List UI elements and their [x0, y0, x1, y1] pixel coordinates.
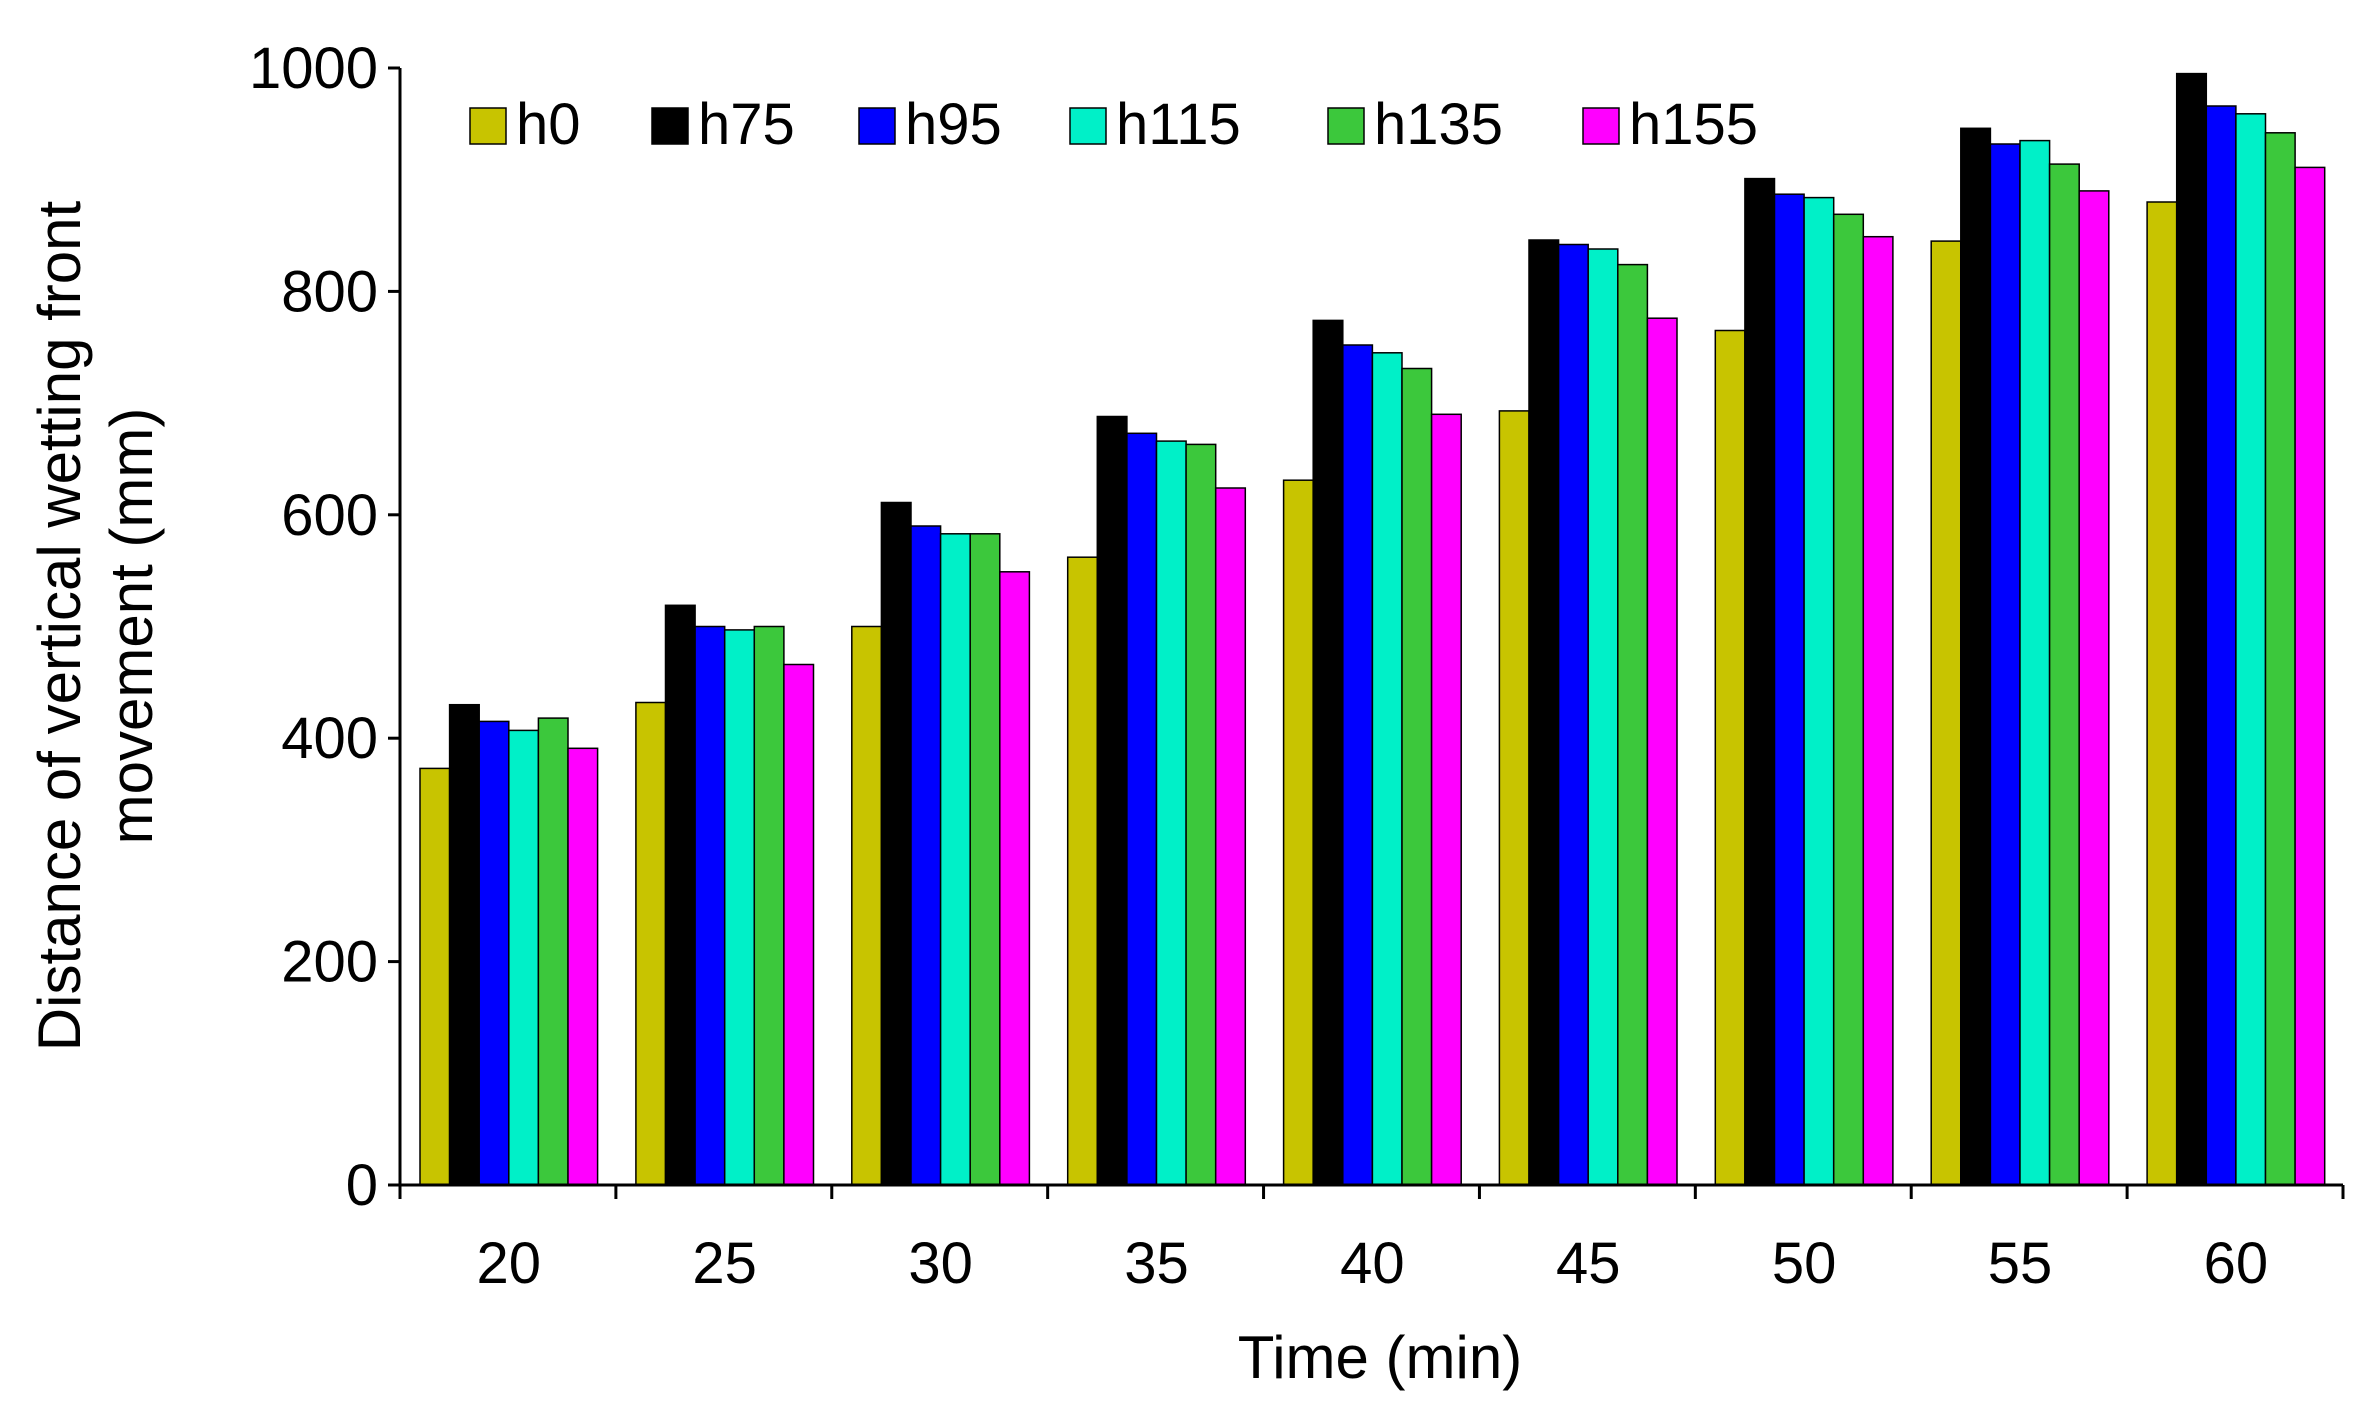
- axes-group: [398, 68, 2343, 1187]
- bar-h0-20: [419, 767, 451, 1186]
- bar-h115-20: [508, 729, 540, 1186]
- bar-h75-50: [1744, 177, 1776, 1186]
- legend-swatch-h75: [651, 107, 689, 145]
- legend-label-h95: h95: [905, 92, 1002, 157]
- legend-label-h0: h0: [516, 92, 581, 157]
- x-tick-label: 50: [1772, 1231, 1837, 1296]
- bar-h75-25: [664, 604, 696, 1186]
- bar-h135-35: [1185, 443, 1217, 1186]
- y-axis-title-line-2: movement (mm): [98, 408, 165, 845]
- bar-h0-35: [1066, 556, 1099, 1186]
- bar-h95-50: [1773, 193, 1805, 1186]
- legend-label-h75: h75: [698, 92, 795, 157]
- bar-h135-25: [753, 625, 785, 1186]
- bar-h75-55: [1960, 127, 1992, 1186]
- bar-h135-45: [1617, 263, 1649, 1186]
- x-tick-label: 30: [908, 1231, 973, 1296]
- bar-h155-25: [783, 663, 815, 1186]
- bar-h155-45: [1646, 317, 1678, 1186]
- y-tick-label: 200: [281, 930, 378, 995]
- bar-h155-30: [999, 571, 1031, 1186]
- y-axis-title-line-1: Distance of vertical wetting front: [26, 200, 93, 1051]
- bar-h0-40: [1282, 479, 1314, 1186]
- x-ticks-group: 20 25 30 35 40 45 50 55 60: [398, 1185, 2345, 1296]
- bar-h95-35: [1126, 432, 1158, 1186]
- bar-h135-30: [969, 533, 1001, 1186]
- x-tick-label: 40: [1340, 1231, 1405, 1296]
- bar-h115-25: [723, 629, 756, 1186]
- bar-h155-35: [1214, 487, 1247, 1186]
- bars-group: [419, 72, 2326, 1186]
- bar-h95-60: [2205, 105, 2237, 1186]
- y-tick-label: 600: [281, 483, 378, 548]
- y-tick-label: 800: [281, 259, 378, 324]
- bar-h115-40: [1371, 352, 1403, 1186]
- bar-h155-50: [1862, 235, 1894, 1186]
- legend-label-h155: h155: [1629, 92, 1758, 157]
- y-tick-label: 1000: [249, 36, 378, 101]
- bar-h95-45: [1557, 243, 1589, 1186]
- bar-h0-55: [1930, 240, 1962, 1186]
- bar-h115-55: [2019, 139, 2051, 1186]
- bar-h135-40: [1401, 367, 1433, 1186]
- legend-label-h115: h115: [1116, 92, 1241, 157]
- bar-h115-60: [2235, 113, 2267, 1186]
- x-tick-label: 20: [477, 1231, 542, 1296]
- x-tick-label: 45: [1556, 1231, 1621, 1296]
- y-tick-label: 0: [346, 1153, 378, 1218]
- x-tick-label: 60: [2204, 1231, 2269, 1296]
- bar-h75-60: [2175, 72, 2208, 1186]
- bar-h75-45: [1528, 239, 1560, 1186]
- x-tick-label: 55: [1988, 1231, 2053, 1296]
- bar-h115-35: [1155, 440, 1187, 1186]
- bar-h95-25: [694, 625, 726, 1186]
- legend-swatch-h95: [858, 107, 896, 145]
- bar-h0-50: [1714, 329, 1746, 1186]
- bar-h75-35: [1096, 415, 1128, 1186]
- x-tick-label: 35: [1124, 1231, 1189, 1296]
- legend-label-h135: h135: [1374, 92, 1503, 157]
- bar-h135-20: [537, 717, 569, 1186]
- bar-h95-30: [910, 525, 942, 1186]
- bar-h95-40: [1342, 344, 1374, 1186]
- bar-h155-55: [2078, 190, 2110, 1186]
- bar-h75-30: [880, 501, 912, 1186]
- bar-h115-30: [939, 533, 971, 1186]
- bar-h155-40: [1430, 413, 1462, 1186]
- bar-h155-20: [567, 747, 599, 1186]
- bar-h135-60: [2264, 132, 2296, 1186]
- x-tick-label: 25: [692, 1231, 757, 1296]
- bar-h0-60: [2146, 201, 2178, 1186]
- bar-h75-40: [1312, 319, 1344, 1186]
- bar-h95-55: [1989, 143, 2021, 1186]
- legend-swatch-h0: [469, 107, 507, 145]
- legend: h0 h75 h95 h115 h135 h155: [469, 92, 1758, 157]
- bar-h0-25: [635, 701, 667, 1186]
- bar-h115-45: [1587, 248, 1619, 1186]
- x-axis-title: Time (min): [1238, 1324, 1522, 1391]
- bar-h135-55: [2048, 163, 2080, 1186]
- bar-h95-20: [478, 720, 510, 1186]
- bar-h155-60: [2294, 166, 2326, 1186]
- bar-h0-45: [1498, 410, 1530, 1186]
- bar-h75-20: [448, 703, 480, 1186]
- y-tick-label: 400: [281, 706, 378, 771]
- bar-h115-50: [1803, 196, 1835, 1186]
- legend-swatch-h115: [1069, 107, 1107, 145]
- legend-swatch-h155: [1582, 107, 1620, 145]
- bar-h135-50: [1832, 213, 1865, 1186]
- bar-h0-30: [851, 625, 883, 1186]
- legend-swatch-h135: [1327, 107, 1365, 145]
- y-axis-title: Distance of vertical wetting front movem…: [26, 200, 165, 1051]
- y-ticks-group: 0 200 400 600 800 1000: [249, 36, 400, 1218]
